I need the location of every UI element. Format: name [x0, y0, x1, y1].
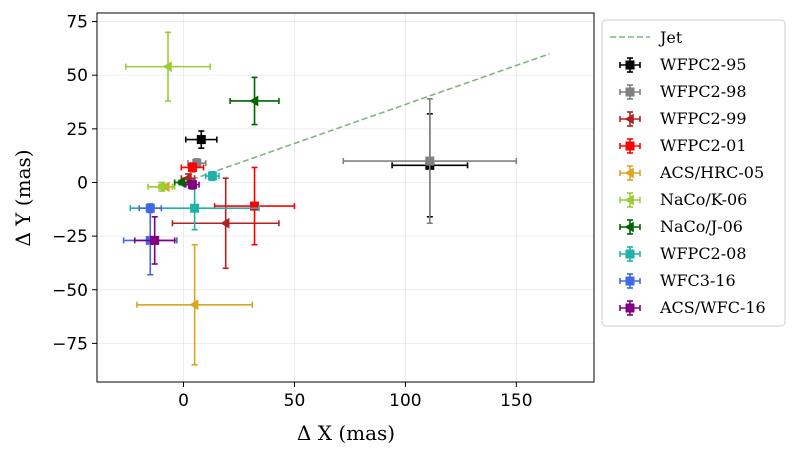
series-wfpc2-01: [180, 162, 296, 246]
legend-label: WFPC2-99: [660, 109, 747, 128]
legend: Jet WFPC2-95 WFPC2-98 WFPC2-99 WFPC2-01 ACS/H…: [601, 19, 786, 327]
data-point: [155, 181, 166, 193]
plot-frame: [96, 12, 595, 383]
legend-marker: [625, 141, 635, 151]
y-tick-label: 25: [66, 120, 88, 140]
legend-label: WFPC2-98: [660, 82, 747, 101]
legend-marker: [625, 60, 635, 70]
series-naco-k-06: [125, 31, 211, 193]
legend-marker: [625, 276, 635, 286]
legend-marker: [624, 167, 634, 179]
x-axis-label: Δ X (mas): [297, 421, 395, 445]
legend-item: WFPC2-95: [619, 55, 747, 74]
legend-label: WFPC2-08: [660, 244, 747, 263]
legend-item: WFC3-16: [619, 271, 736, 290]
data-point: [190, 203, 200, 213]
legend-label: NaCo/J-06: [660, 217, 743, 236]
legend-label: NaCo/K-06: [660, 190, 747, 209]
data-point: [187, 162, 197, 172]
data-point: [249, 95, 259, 107]
legend-label: ACS/WFC-16: [659, 298, 766, 317]
series-acs-wfc-16: [133, 179, 200, 265]
y-tick-label: 0: [77, 173, 88, 193]
y-axis-label: Δ Y (mas): [11, 149, 35, 246]
data-point: [189, 299, 199, 311]
y-tick-label: 75: [66, 13, 88, 33]
x-tick-label: 0: [178, 391, 189, 411]
x-tick-label: 50: [284, 391, 306, 411]
legend-marker: [624, 194, 634, 206]
data-point: [150, 235, 160, 245]
data-point: [187, 180, 197, 190]
data-point: [175, 177, 186, 188]
legend-item: WFPC2-08: [619, 244, 747, 263]
legend-marker: [625, 249, 635, 259]
legend-item-jet: Jet: [610, 28, 683, 47]
y-tick-label: 50: [66, 66, 88, 86]
legend-marker: [625, 303, 635, 313]
legend-label: WFPC2-01: [660, 136, 747, 155]
legend-label: WFPC2-95: [660, 55, 747, 74]
y-tick-label: −75: [52, 334, 88, 354]
legend-item: ACS/WFC-16: [619, 298, 766, 317]
plot-area: [122, 31, 550, 366]
data-point: [220, 217, 230, 229]
data-point: [162, 61, 172, 73]
y-tick-label: −50: [52, 281, 88, 301]
data-point: [250, 201, 260, 211]
legend-label: Jet: [658, 28, 683, 47]
legend-item: WFPC2-01: [619, 136, 747, 155]
legend-item: ACS/HRC-05: [619, 163, 764, 182]
legend-item: WFPC2-99: [619, 109, 747, 128]
legend-frame: [601, 19, 786, 327]
legend-item: WFPC2-98: [619, 82, 747, 101]
legend-marker: [625, 87, 635, 97]
jet-line: [183, 53, 550, 184]
legend-marker: [624, 221, 634, 233]
data-point: [196, 135, 206, 145]
legend-label: ACS/HRC-05: [659, 163, 764, 182]
axis-ticks: 0 50 100 150 −75 −50 −25 0 25 50 75: [52, 13, 532, 411]
data-point: [207, 171, 217, 181]
x-tick-label: 100: [389, 391, 421, 411]
legend-label: WFC3-16: [660, 271, 736, 290]
legend-marker: [624, 113, 634, 125]
y-tick-label: −25: [52, 227, 88, 247]
x-tick-label: 150: [500, 391, 532, 411]
legend-item: NaCo/J-06: [619, 217, 743, 236]
legend-item: NaCo/K-06: [619, 190, 747, 209]
data-point: [425, 156, 435, 166]
